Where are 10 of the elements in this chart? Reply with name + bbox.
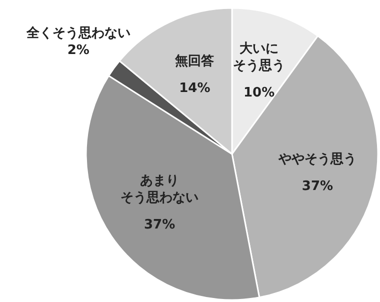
slice-label: 全くそう思わない: [26, 26, 130, 42]
data-label: 37%: [300, 178, 334, 196]
slice-label: あまりそう思わない: [120, 174, 199, 206]
slice-label: ややそう思う: [278, 152, 356, 168]
data-label: 2%: [66, 42, 90, 60]
data-label: 14%: [178, 80, 212, 97]
slice-label: 大いにそう思う: [233, 41, 286, 74]
slice-label: 無回答: [175, 54, 214, 69]
data-label: 37%: [142, 216, 176, 234]
data-label: 10%: [242, 84, 276, 102]
